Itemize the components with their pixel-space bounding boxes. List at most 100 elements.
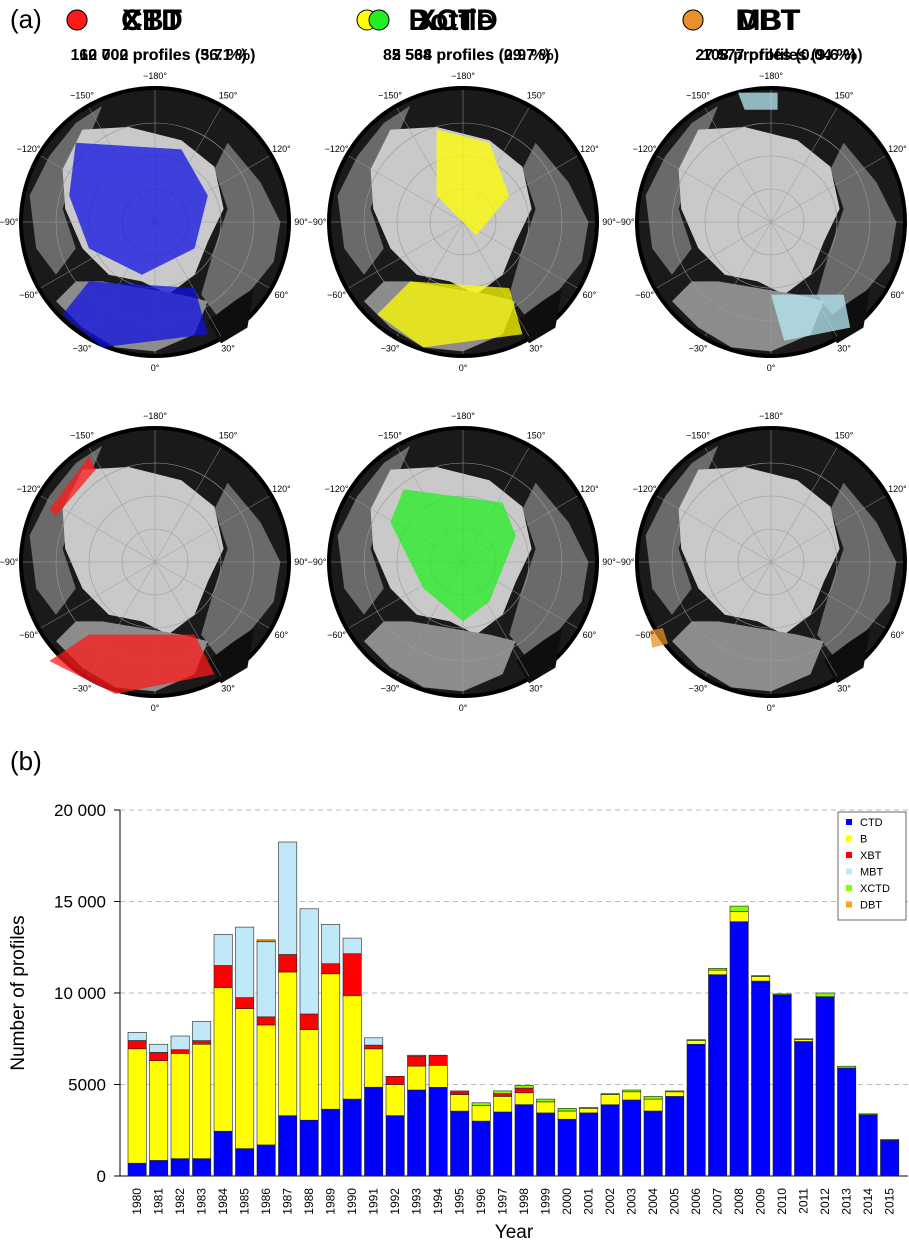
- meridian-line: [704, 561, 772, 677]
- map-tick-label: −90°: [616, 217, 635, 227]
- x-tick-label: 2005: [668, 1188, 682, 1215]
- data-coverage-region: [390, 489, 516, 622]
- bar-b-1983: [192, 1043, 212, 1159]
- meridian-line: [462, 221, 530, 337]
- bar-b-1985: [235, 1008, 255, 1149]
- bar-xctd-2000: [557, 1107, 577, 1112]
- bar-mbt-1981: [149, 1043, 169, 1053]
- x-tick-label: 2015: [883, 1188, 897, 1215]
- bar-b-2007: [708, 969, 728, 976]
- meridian-line: [770, 561, 886, 629]
- y-tick-label: 15 000: [54, 893, 106, 912]
- bar-ctd-2012: [815, 996, 835, 1177]
- land-eurasia: [817, 142, 897, 321]
- x-tick-label: 1988: [302, 1188, 316, 1215]
- bar-xctd-2003: [622, 1089, 642, 1093]
- land-scandinavia: [515, 628, 562, 684]
- meridian-line: [770, 447, 838, 563]
- x-tick-label: 1986: [259, 1188, 273, 1215]
- bar-ctd-1981: [149, 1160, 169, 1177]
- bar-xbt-1997: [493, 1093, 513, 1097]
- bar-ctd-2011: [794, 1041, 814, 1177]
- bar-b-1986: [256, 1024, 276, 1146]
- legend-label: XBT: [860, 850, 882, 862]
- bar-xbt-1995: [450, 1091, 470, 1095]
- y-tick-label: 0: [97, 1167, 106, 1186]
- bar-xctd-2012: [815, 992, 835, 998]
- land-eurasia: [509, 142, 589, 321]
- bar-b-2004: [643, 1098, 663, 1112]
- map-tick-label: −30°: [689, 683, 708, 693]
- x-tick-label: 1998: [517, 1188, 531, 1215]
- bar-b-2008: [729, 911, 749, 923]
- bar-ctd-1992: [385, 1115, 405, 1177]
- map-tick-label: −180°: [451, 71, 475, 81]
- bar-xctd-2001: [579, 1107, 599, 1109]
- arctic-basin: [62, 467, 224, 635]
- x-tick-label: 1981: [152, 1188, 166, 1215]
- map-tick-label: 90°: [294, 217, 308, 227]
- x-tick-label: 2011: [797, 1188, 811, 1214]
- map-tick-label: 0°: [459, 703, 468, 713]
- bar-b-2001: [579, 1107, 599, 1114]
- bar-b-1995: [450, 1094, 470, 1112]
- bar-xctd-1993: [407, 1054, 427, 1057]
- x-tick-label: 1983: [195, 1188, 209, 1215]
- bar-ctd-1997: [493, 1111, 513, 1177]
- bar-xctd-2008: [729, 905, 749, 912]
- map-tick-label: −30°: [689, 343, 708, 353]
- land-scandinavia: [207, 628, 254, 684]
- bar-ctd-2009: [751, 980, 771, 1177]
- x-tick-label: 2006: [689, 1188, 703, 1215]
- arctic-basin: [678, 127, 840, 295]
- map-tick-label: −150°: [686, 91, 710, 101]
- bar-ctd-1995: [450, 1110, 470, 1177]
- map-profile-count: 108 profiles (0.04 %): [702, 47, 856, 64]
- legend-label: MBT: [860, 867, 884, 879]
- data-coverage-region: [69, 142, 208, 275]
- land-scandinavia: [515, 288, 562, 344]
- map-tick-label: 90°: [294, 557, 308, 567]
- polar-map-xbt: XBT 10 700 profiles (3.7 %) −180° 150° 120° 9…: [0, 4, 308, 713]
- map-tick-label: −150°: [378, 91, 402, 101]
- x-tick-label: 2013: [840, 1188, 854, 1215]
- north-atlantic: [364, 621, 516, 692]
- x-tick-label: 1996: [474, 1188, 488, 1215]
- bar-mbt-1987: [278, 841, 298, 955]
- map-tick-label: −120°: [17, 484, 41, 494]
- map-tick-label: 30°: [837, 343, 851, 353]
- bar-b-2009: [751, 976, 771, 982]
- map-title: XBT: [122, 4, 182, 37]
- bar-b-1991: [364, 1048, 384, 1088]
- bar-ctd-1982: [170, 1158, 190, 1177]
- bar-b-2003: [622, 1091, 642, 1101]
- meridian-line: [88, 447, 156, 563]
- x-tick-label: 2003: [625, 1188, 639, 1215]
- bar-xctd-2005: [665, 1090, 685, 1093]
- x-tick-label: 1991: [367, 1188, 381, 1215]
- bar-mbt-1982: [170, 1035, 190, 1050]
- map-tick-label: −30°: [73, 683, 92, 693]
- bar-xctd-1997: [493, 1090, 513, 1094]
- x-tick-label: 1999: [539, 1188, 553, 1215]
- bar-ctd-1988: [299, 1119, 319, 1177]
- bar-b-1994: [428, 1064, 448, 1088]
- bar-xctd-1999: [536, 1098, 556, 1103]
- bar-b-1988: [299, 1029, 319, 1121]
- map-tick-label: −60°: [635, 290, 654, 300]
- x-tick-label: 2002: [603, 1188, 617, 1215]
- x-tick-label: 1990: [345, 1188, 359, 1215]
- x-tick-label: 2009: [754, 1188, 768, 1215]
- map-profile-count: 85 568 profiles (29.7 %): [383, 47, 559, 64]
- map-tick-label: −90°: [0, 217, 19, 227]
- bar-ctd-2010: [772, 994, 792, 1177]
- legend-swatch: [846, 835, 852, 842]
- x-tick-label: 1982: [173, 1188, 187, 1215]
- x-tick-label: 1992: [388, 1188, 402, 1215]
- meridian-line: [154, 447, 222, 563]
- y-tick-label: 10 000: [54, 984, 106, 1003]
- bar-ctd-1987: [278, 1115, 298, 1177]
- map-tick-label: −90°: [308, 217, 327, 227]
